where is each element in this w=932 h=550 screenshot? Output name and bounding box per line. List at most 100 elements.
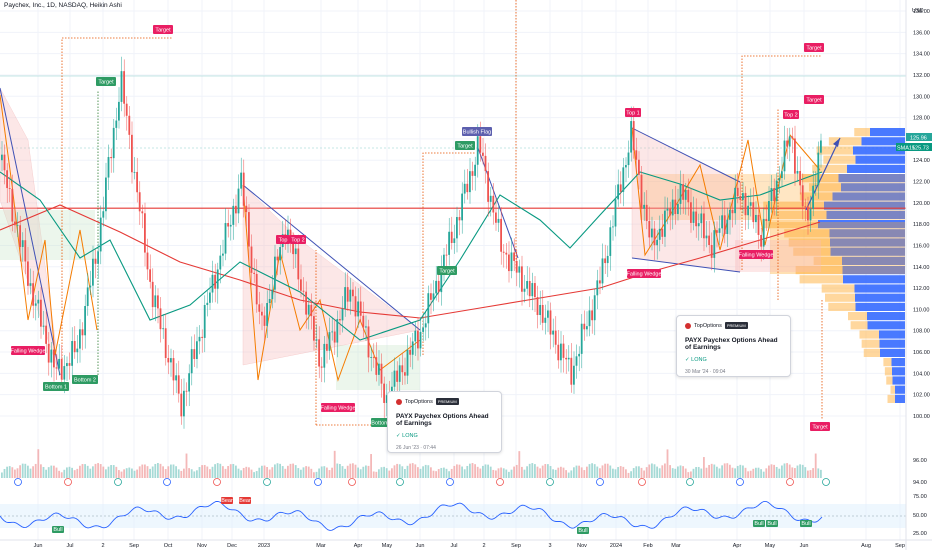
candle-body bbox=[801, 185, 804, 207]
price-tick: 116.00 bbox=[913, 243, 929, 249]
volume-bar bbox=[27, 465, 29, 478]
candle-body bbox=[357, 301, 359, 317]
candle-body bbox=[573, 365, 575, 385]
wedge-boundary-line bbox=[0, 87, 61, 376]
candle-body bbox=[201, 336, 203, 338]
volume-bar bbox=[450, 468, 453, 478]
volume-bar bbox=[554, 469, 557, 478]
volume-bar bbox=[690, 471, 692, 478]
volume-bar bbox=[534, 464, 536, 478]
candle-body bbox=[378, 363, 380, 375]
volume-bar bbox=[804, 467, 807, 478]
rsi-tag-bg bbox=[52, 526, 64, 533]
candle-body bbox=[37, 299, 40, 304]
candle-body bbox=[336, 319, 339, 343]
volume-bar bbox=[224, 468, 227, 478]
vp-bar-up bbox=[828, 302, 856, 311]
candle-body bbox=[671, 199, 674, 216]
candle-body bbox=[6, 170, 8, 189]
candle-body bbox=[71, 341, 73, 366]
candle-body bbox=[268, 299, 271, 304]
news-headline[interactable]: PAYX Paychex Options Ahead of Earnings bbox=[685, 337, 778, 351]
vp-bar-up bbox=[793, 247, 831, 256]
volume-bar bbox=[307, 466, 310, 478]
volume-bar bbox=[318, 468, 320, 478]
candle-body bbox=[112, 127, 115, 159]
volume-bar bbox=[664, 463, 666, 478]
vp-bar-up bbox=[771, 210, 827, 219]
candle-body bbox=[365, 326, 367, 328]
candle-body bbox=[786, 140, 788, 147]
news-headline[interactable]: PAYX Paychex Options Ahead of Earnings bbox=[396, 413, 489, 427]
candle-body bbox=[684, 189, 687, 200]
volume-bar bbox=[692, 468, 695, 478]
candle-body bbox=[651, 228, 653, 238]
top-label: Top 2 bbox=[784, 113, 797, 119]
candle-body bbox=[203, 305, 206, 338]
volume-bar bbox=[255, 471, 258, 478]
earnings-marker-icon bbox=[822, 478, 830, 486]
volume-bar bbox=[131, 468, 133, 478]
volume-bar bbox=[729, 464, 731, 478]
volume-bar bbox=[544, 464, 547, 478]
volume-bar bbox=[300, 469, 302, 478]
candle-body bbox=[1, 154, 3, 161]
candle-body bbox=[677, 203, 679, 215]
candle-body bbox=[703, 213, 705, 239]
target-label-bg bbox=[804, 95, 824, 104]
volume-bar bbox=[440, 467, 443, 478]
volume-bar bbox=[388, 470, 391, 478]
volume-bar bbox=[294, 465, 297, 478]
candle-body bbox=[73, 341, 76, 353]
volume-bar bbox=[721, 465, 723, 478]
candle-body bbox=[224, 223, 227, 254]
news-card[interactable]: TopOptions PREMIUM PAYX Paychex Options A… bbox=[676, 315, 791, 377]
vp-bar-down bbox=[841, 183, 905, 192]
volume-bar bbox=[424, 464, 427, 478]
top-label-bg bbox=[290, 235, 306, 244]
volume-bar bbox=[635, 466, 638, 478]
candle-body bbox=[744, 193, 747, 216]
volume-bar bbox=[151, 466, 154, 478]
candle-body bbox=[125, 103, 128, 116]
candle-body bbox=[682, 184, 684, 200]
earnings-marker-icon bbox=[786, 478, 794, 486]
volume-bar bbox=[326, 467, 328, 478]
candle-body bbox=[107, 157, 110, 178]
volume-bar bbox=[458, 464, 461, 478]
volume-bar bbox=[11, 467, 14, 478]
candle-body bbox=[102, 211, 105, 218]
volume-bar bbox=[513, 466, 515, 478]
volume-bar bbox=[172, 464, 175, 478]
candle-body bbox=[180, 393, 183, 417]
candle-body bbox=[154, 295, 157, 308]
candle-body bbox=[341, 308, 344, 321]
vp-bar-up bbox=[859, 330, 879, 339]
volume-bar bbox=[333, 450, 336, 478]
volume-bar bbox=[422, 466, 424, 478]
vp-bar-up bbox=[863, 348, 880, 357]
vp-bar-down bbox=[824, 201, 905, 210]
volume-bar bbox=[755, 467, 757, 478]
candle-body bbox=[307, 304, 310, 315]
volume-bar bbox=[8, 466, 11, 478]
candle-body bbox=[375, 357, 378, 375]
volume-bar bbox=[757, 467, 760, 478]
price-tick: 120.00 bbox=[913, 201, 930, 207]
candle-body bbox=[596, 280, 599, 296]
rsi-tag-bg bbox=[577, 527, 589, 534]
volume-bar bbox=[123, 469, 125, 478]
candle-body bbox=[198, 336, 201, 342]
volume-bar bbox=[500, 467, 502, 478]
volume-bar bbox=[541, 465, 544, 478]
news-card[interactable]: TopOptions PREMIUM PAYX Paychex Options A… bbox=[387, 391, 502, 453]
target-line bbox=[61, 37, 172, 380]
volume-bar bbox=[604, 463, 606, 478]
volume-bar bbox=[107, 466, 110, 478]
volume-bar bbox=[656, 466, 658, 478]
volume-bar bbox=[414, 464, 417, 478]
candle-body bbox=[219, 255, 222, 270]
candle-body bbox=[354, 296, 357, 317]
candle-body bbox=[84, 306, 86, 336]
